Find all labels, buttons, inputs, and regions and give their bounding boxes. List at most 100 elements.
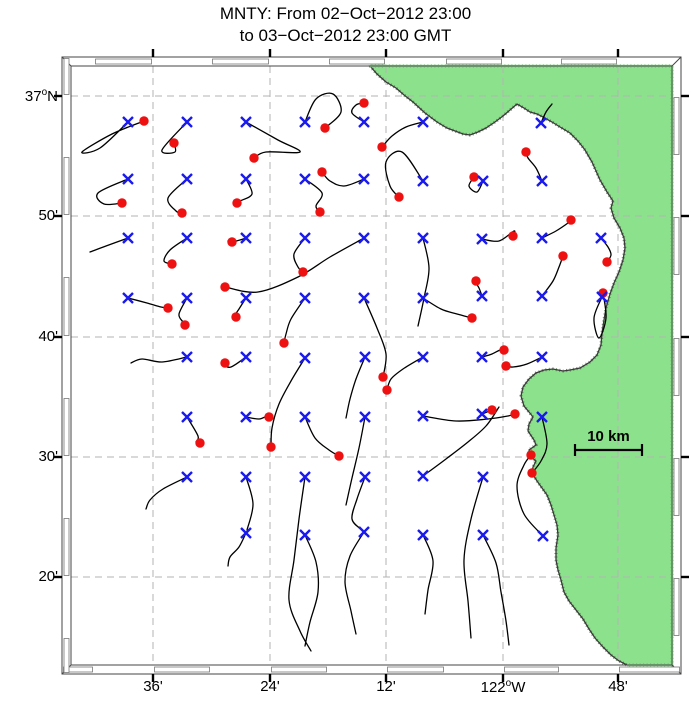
- trajectory-start-marker: [299, 173, 311, 185]
- trajectory-start-marker: [299, 529, 311, 541]
- trajectory-start-marker: [358, 173, 370, 185]
- trajectory-start-marker: [536, 175, 548, 187]
- trajectory-start-marker: [537, 530, 549, 542]
- drifter-track: [505, 356, 543, 368]
- drifter-track: [384, 150, 424, 198]
- trajectory-start-marker: [477, 471, 489, 483]
- trajectory-end-marker: [227, 237, 237, 247]
- drifter-track: [293, 237, 306, 273]
- trajectory-end-marker: [195, 438, 205, 448]
- frame-ruler-block: [561, 58, 617, 65]
- trajectory-end-marker: [526, 450, 536, 460]
- frame-ruler-block: [63, 277, 70, 336]
- trajectory-start-marker: [299, 471, 311, 483]
- drifter-track: [417, 237, 430, 327]
- trajectory-start-marker: [240, 471, 252, 483]
- trajectory-start-marker: [476, 233, 488, 245]
- trajectory-start-marker: [181, 116, 193, 128]
- trajectory-start-marker: [299, 232, 311, 244]
- frame-ruler-block: [329, 58, 385, 65]
- drifter-track: [422, 413, 516, 422]
- frame-corner-miter: [671, 56, 682, 67]
- trajectory-start-marker: [595, 232, 607, 244]
- trajectory-end-marker: [264, 412, 274, 422]
- drifter-track: [161, 121, 188, 154]
- drifter-track: [422, 297, 473, 319]
- drifter-track: [245, 476, 254, 531]
- frame-ruler-block: [212, 58, 269, 65]
- frame-ruler-block: [154, 666, 210, 673]
- trajectory-end-marker: [394, 192, 404, 202]
- trajectory-end-marker: [377, 142, 387, 152]
- trajectory-start-marker: [535, 117, 547, 129]
- frame-ruler-block: [63, 398, 70, 456]
- trajectory-end-marker: [467, 313, 477, 323]
- drifter-track: [270, 357, 306, 448]
- frame-ruler-block: [504, 666, 559, 673]
- trajectory-end-marker: [163, 303, 173, 313]
- trajectory-start-marker: [240, 351, 252, 363]
- trajectory-end-marker: [508, 231, 518, 241]
- drifter-track: [345, 356, 366, 419]
- trajectory-end-marker: [231, 312, 241, 322]
- trajectory-start-marker: [181, 173, 193, 185]
- trajectory-start-marker: [122, 116, 134, 128]
- drifter-track: [525, 151, 543, 182]
- longitude-label: 24': [260, 678, 280, 695]
- trajectory-end-marker: [602, 257, 612, 267]
- trajectory-end-marker: [469, 172, 479, 182]
- trajectory-start-marker: [477, 529, 489, 541]
- trajectory-end-marker: [220, 282, 230, 292]
- trajectory-start-marker: [299, 411, 311, 423]
- trajectory-end-marker: [315, 207, 325, 217]
- frame-outer: [61, 56, 682, 675]
- trajectory-start-marker: [536, 290, 548, 302]
- trajectory-end-marker: [232, 198, 242, 208]
- trajectory-start-marker: [476, 408, 488, 420]
- trajectory-start-marker: [477, 175, 489, 187]
- latitude-label: 40': [38, 328, 58, 345]
- drifter-track: [463, 476, 484, 639]
- trajectory-end-marker: [167, 259, 177, 269]
- drifter-track: [304, 416, 340, 457]
- drifter-track: [288, 476, 312, 652]
- drifter-track: [145, 476, 188, 510]
- longitude-label: 12': [376, 678, 396, 695]
- trajectory-start-marker: [358, 116, 370, 128]
- drifter-track: [304, 178, 323, 213]
- longitude-label: 36': [143, 678, 163, 695]
- drifter-track: [304, 92, 342, 129]
- trajectory-start-marker: [181, 471, 193, 483]
- frame-inner: [70, 65, 673, 666]
- drifter-track: [363, 297, 387, 378]
- frame-ruler-block: [673, 578, 680, 636]
- drifter-track: [89, 237, 129, 253]
- trajectory-end-marker: [521, 147, 531, 157]
- latitude-label: 20': [38, 568, 58, 585]
- chart-title-line1: MNTY: From 02−Oct−2012 23:00: [219, 4, 472, 23]
- trajectory-end-marker: [177, 208, 187, 218]
- trajectory-end-marker: [298, 267, 308, 277]
- trajectory-start-marker: [181, 351, 193, 363]
- frame-ruler-block: [673, 217, 680, 275]
- trajectory-start-marker: [240, 173, 252, 185]
- longitude-label: 48': [608, 678, 628, 695]
- coastline: [368, 65, 673, 666]
- frame-ruler-block: [63, 58, 70, 95]
- trajectory-end-marker: [180, 320, 190, 330]
- drifter-track: [304, 534, 320, 647]
- trajectory-start-marker: [181, 411, 193, 423]
- drifter-track: [283, 297, 306, 344]
- trajectory-start-marker: [299, 116, 311, 128]
- trajectory-start-marker: [536, 232, 548, 244]
- trajectory-end-marker: [501, 361, 511, 371]
- trajectory-end-marker: [320, 123, 330, 133]
- trajectory-start-marker: [181, 292, 193, 304]
- drifter-track: [81, 120, 145, 154]
- trajectory-start-marker: [359, 351, 371, 363]
- drifter-track: [127, 297, 169, 309]
- trajectory-start-marker: [122, 232, 134, 244]
- drifter-track: [245, 121, 301, 159]
- trajectory-start-marker: [240, 232, 252, 244]
